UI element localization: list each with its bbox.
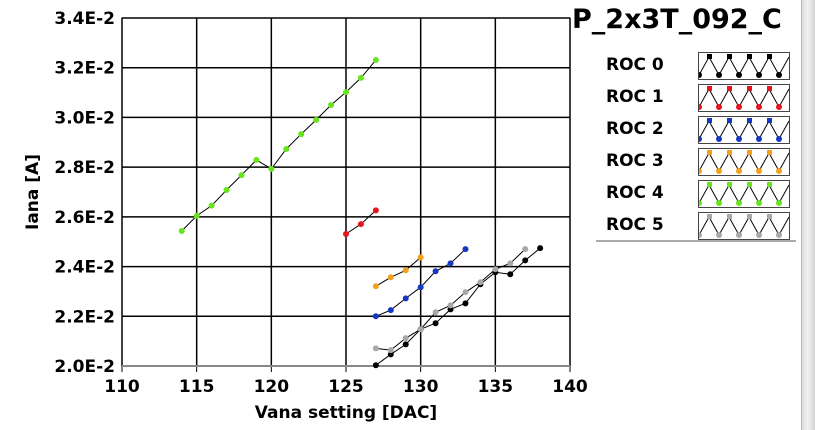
x-tick-label: 135 (478, 377, 514, 397)
data-point (238, 172, 245, 179)
data-point (357, 74, 364, 81)
legend-label: ROC 4 (606, 183, 664, 203)
data-point (432, 268, 439, 275)
y-tick-label: 2.2E-2 (54, 307, 115, 327)
data-point (417, 254, 424, 261)
data-point (372, 345, 379, 352)
data-point (447, 260, 454, 267)
data-point (223, 187, 230, 194)
data-point (343, 89, 349, 96)
data-point (402, 295, 409, 302)
data-point (372, 207, 379, 214)
x-axis-label: Vana setting [DAC] (255, 403, 437, 423)
data-point (193, 212, 200, 219)
data-point (402, 335, 409, 342)
data-point (387, 351, 394, 358)
legend-item: ROC 0 (596, 52, 796, 80)
data-point (178, 228, 185, 235)
data-point (387, 347, 394, 354)
series-line (181, 59, 377, 232)
legend-item: ROC 4 (596, 180, 796, 208)
data-point (298, 131, 305, 138)
y-tick-label: 2.8E-2 (54, 158, 115, 178)
data-point (343, 231, 349, 238)
x-tick-label: 140 (552, 377, 588, 397)
data-point (507, 260, 514, 267)
y-tick-label: 3.2E-2 (54, 59, 115, 79)
legend-label: ROC 1 (606, 87, 664, 107)
data-point (208, 202, 215, 209)
data-point (372, 362, 379, 369)
data-point (387, 274, 394, 281)
series-roc-5 (372, 246, 529, 354)
data-point (372, 313, 379, 320)
legend-item: ROC 5 (596, 212, 796, 240)
legend-swatch (698, 212, 790, 240)
legend-label: ROC 2 (606, 119, 664, 139)
series-roc-2 (372, 246, 469, 320)
x-tick-label: 110 (104, 377, 140, 397)
data-point (253, 156, 260, 163)
series-roc-4 (178, 57, 379, 235)
y-tick-label: 2.6E-2 (54, 208, 115, 228)
data-point (372, 57, 379, 64)
x-tick-label: 125 (328, 377, 364, 397)
y-tick-label: 2.0E-2 (54, 357, 115, 377)
legend: ROC 0 ROC 1 ROC 2 ROC 3 ROC 4 ROC 5 (596, 46, 796, 242)
data-point (522, 246, 529, 253)
legend-swatch (698, 148, 790, 176)
data-point (507, 271, 514, 278)
vertical-scrollbar[interactable] (801, 0, 815, 430)
legend-label: ROC 5 (606, 215, 664, 235)
data-point (372, 283, 379, 290)
x-tick-label: 115 (179, 377, 215, 397)
chart-title: P_2x3T_092_C (572, 4, 782, 35)
y-tick-label: 3.4E-2 (54, 9, 115, 29)
data-point (492, 266, 499, 273)
data-point (402, 267, 409, 274)
data-point (283, 145, 290, 152)
data-point (522, 257, 529, 264)
data-point (462, 300, 469, 307)
y-axis-label: Iana [A] (23, 154, 43, 230)
legend-swatch (698, 116, 790, 144)
series-roc-1 (343, 207, 379, 238)
data-point (432, 320, 439, 327)
legend-item: ROC 1 (596, 84, 796, 112)
series-roc-3 (372, 254, 424, 290)
legend-swatch (698, 52, 790, 80)
data-point (477, 279, 484, 286)
data-point (417, 284, 424, 291)
legend-label: ROC 0 (606, 55, 664, 75)
data-point (537, 245, 544, 252)
data-point (387, 307, 394, 314)
data-point (313, 116, 320, 123)
legend-swatch (698, 84, 790, 112)
data-point (328, 102, 335, 108)
data-point (268, 165, 275, 172)
series-line (375, 256, 421, 287)
data-point (402, 341, 409, 348)
x-tick-label: 120 (254, 377, 290, 397)
legend-item: ROC 2 (596, 116, 796, 144)
y-tick-label: 3.0E-2 (54, 108, 115, 128)
legend-swatch (698, 180, 790, 208)
data-point (357, 221, 364, 228)
y-tick-label: 2.4E-2 (54, 258, 115, 278)
data-point (432, 309, 439, 316)
data-point (447, 302, 454, 309)
data-point (462, 246, 469, 253)
legend-item: ROC 3 (596, 148, 796, 176)
data-point (417, 326, 424, 333)
x-tick-label: 130 (403, 377, 439, 397)
legend-label: ROC 3 (606, 151, 664, 171)
data-point (462, 289, 469, 296)
